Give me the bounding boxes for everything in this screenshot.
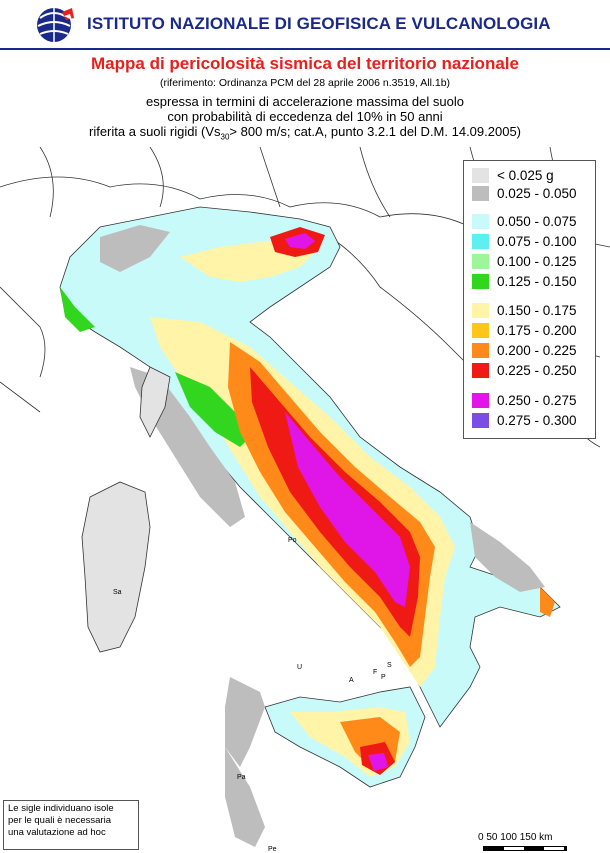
legend-item: 0.025 - 0.050 — [472, 185, 577, 202]
legend-item: < 0.025 g — [472, 167, 554, 184]
sicily-magenta — [368, 753, 388, 771]
header-divider — [0, 48, 610, 50]
zone-grey-south-2 — [225, 747, 265, 847]
legend-swatch — [472, 413, 489, 428]
legend-item: 0.100 - 0.125 — [472, 253, 577, 270]
legend-label: 0.225 - 0.250 — [497, 363, 577, 378]
islands-note: Le sigle individuano isole per le quali … — [3, 800, 139, 850]
legend-label: 0.250 - 0.275 — [497, 393, 577, 408]
description-line-2: con probabilità di eccedenza del 10% in … — [167, 109, 443, 124]
note-line-2: per le quali è necessaria — [8, 815, 111, 826]
description-line-1: espressa in termini di accelerazione mas… — [146, 94, 464, 109]
island-label-u: U — [297, 664, 303, 671]
scale-bar: 0 50 100 150 km — [478, 832, 598, 852]
legend-item: 0.075 - 0.100 — [472, 233, 577, 250]
zone-green-tuscany — [175, 372, 250, 447]
zone-salento — [540, 587, 555, 617]
hazard-map-svg — [0, 147, 610, 847]
legend-label: 0.175 - 0.200 — [497, 323, 577, 338]
scale-bar-graphic — [483, 846, 567, 851]
legend-label: 0.050 - 0.075 — [497, 214, 577, 229]
legend: < 0.025 g 0.025 - 0.050 0.050 - 0.075 0.… — [463, 160, 596, 439]
description-line-3-pre: riferita a suoli rigidi (Vs — [89, 124, 221, 139]
map-title: Mappa di pericolosità sismica del territ… — [91, 54, 519, 73]
legend-item: 0.175 - 0.200 — [472, 322, 577, 339]
note-line-1: Le sigle individuano isole — [8, 803, 114, 814]
legend-label: 0.025 - 0.050 — [497, 186, 577, 201]
legend-label: 0.150 - 0.175 — [497, 303, 577, 318]
legend-item: 0.200 - 0.225 — [472, 342, 577, 359]
sardinia — [81, 481, 151, 653]
description-line-3-post: > 800 m/s; cat.A, punto 3.2.1 del D.M. 1… — [229, 124, 521, 139]
legend-swatch — [472, 363, 489, 378]
zone-grey-north — [100, 225, 170, 272]
island-label-pe: Pe — [268, 846, 277, 853]
legend-label: 0.275 - 0.300 — [497, 413, 577, 428]
zone-friuli-core — [285, 233, 315, 249]
legend-swatch — [472, 168, 489, 183]
legend-swatch — [472, 234, 489, 249]
ingv-logo — [34, 6, 76, 44]
legend-swatch — [472, 393, 489, 408]
scale-labels: 0 50 100 150 km — [478, 832, 553, 843]
legend-swatch — [472, 214, 489, 229]
hazard-map: Sa Po U A F S P Pa Pe — [0, 147, 610, 853]
island-label-po: Po — [288, 537, 297, 544]
header: ISTITUTO NAZIONALE DI GEOFISICA E VULCAN… — [0, 0, 610, 147]
legend-item: 0.275 - 0.300 — [472, 412, 577, 429]
zone-grey-south — [225, 677, 265, 767]
legend-item: 0.250 - 0.275 — [472, 392, 577, 409]
legend-swatch — [472, 303, 489, 318]
legend-item: 0.050 - 0.075 — [472, 213, 577, 230]
legend-item: 0.225 - 0.250 — [472, 362, 577, 379]
note-line-3: una valutazione ad hoc — [8, 827, 106, 838]
corsica — [139, 366, 171, 438]
legend-label: 0.075 - 0.100 — [497, 234, 577, 249]
legend-item: 0.150 - 0.175 — [472, 302, 577, 319]
island-label-a: A — [349, 677, 354, 684]
legend-item: 0.125 - 0.150 — [472, 273, 577, 290]
legend-swatch — [472, 343, 489, 358]
legend-swatch — [472, 254, 489, 269]
legend-label: 0.100 - 0.125 — [497, 254, 577, 269]
legend-label: 0.200 - 0.225 — [497, 343, 577, 358]
legend-swatch — [472, 323, 489, 338]
vs-subscript: 30 — [220, 132, 230, 142]
island-label-p: P — [381, 674, 386, 681]
island-label-s: S — [387, 662, 392, 669]
zone-green-liguria — [60, 287, 95, 332]
legend-swatch — [472, 274, 489, 289]
zone-grey-puglia — [470, 522, 545, 592]
island-label-sa: Sa — [113, 589, 122, 596]
island-label-pa: Pa — [237, 774, 246, 781]
island-label-f: F — [373, 669, 378, 676]
description-line-3: riferita a suoli rigidi (Vs30> 800 m/s; … — [0, 124, 610, 142]
institute-name: ISTITUTO NAZIONALE DI GEOFISICA E VULCAN… — [87, 14, 551, 33]
legend-label: 0.125 - 0.150 — [497, 274, 577, 289]
zone-magenta-core — [285, 412, 410, 607]
legend-swatch — [472, 186, 489, 201]
legend-label: < 0.025 g — [497, 168, 554, 183]
reference-note: (riferimento: Ordinanza PCM del 28 april… — [159, 77, 451, 89]
